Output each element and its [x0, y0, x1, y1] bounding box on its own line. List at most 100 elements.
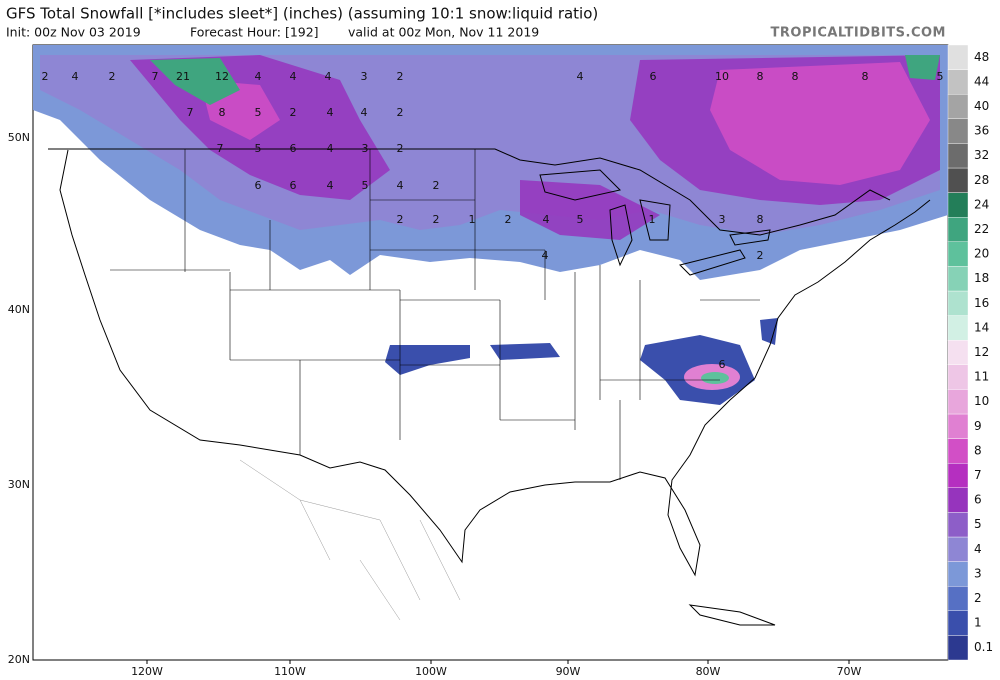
lon-label: 110W	[274, 665, 306, 678]
snow-amount-label: 8	[757, 213, 764, 226]
colorbar: 0.11234567891011121416182022242832364044…	[947, 44, 993, 661]
colorbar-label: 48	[974, 50, 989, 64]
snow-amount-label: 2	[433, 213, 440, 226]
colorbar-label: 11	[974, 370, 989, 384]
colorbar-label: 10	[974, 394, 989, 408]
lon-label: 100W	[415, 665, 447, 678]
colorbar-label: 18	[974, 271, 989, 285]
snow-amount-label: 4	[327, 106, 334, 119]
colorbar-band	[947, 69, 969, 95]
snow-amount-label: 5	[577, 213, 584, 226]
valid-time: valid at 00z Mon, Nov 11 2019	[348, 25, 539, 40]
snow-amount-label: 6	[255, 179, 262, 192]
snow-amount-label: 4	[542, 249, 549, 262]
snow-amount-label: 5	[255, 106, 262, 119]
snow-amount-label: 2	[505, 213, 512, 226]
snow-amount-label: 7	[187, 106, 194, 119]
colorbar-band	[947, 118, 969, 144]
colorbar-band	[947, 536, 969, 562]
map	[32, 44, 949, 661]
colorbar-band	[947, 561, 969, 587]
colorbar-label: 12	[974, 345, 989, 359]
snow-amount-label: 6	[719, 358, 726, 371]
colorbar-label: 1	[974, 616, 982, 630]
colorbar-band	[947, 315, 969, 341]
colorbar-band	[947, 364, 969, 390]
colorbar-label: 2	[974, 591, 982, 605]
snow-amount-label: 4	[325, 70, 332, 83]
colorbar-label: 14	[974, 320, 989, 334]
title: GFS Total Snowfall [*includes sleet*] (i…	[6, 5, 598, 23]
colorbar-label: 28	[974, 173, 989, 187]
mexico-states	[239, 459, 461, 621]
lon-label: 70W	[837, 665, 862, 678]
snow-amount-label: 2	[397, 142, 404, 155]
colorbar-band	[947, 635, 969, 661]
snow-amount-label: 8	[792, 70, 799, 83]
colorbar-label: 20	[974, 247, 989, 261]
lon-label: 80W	[696, 665, 721, 678]
brand: TROPICALTIDBITS.COM	[771, 26, 946, 41]
snow-amount-label: 3	[719, 213, 726, 226]
snow-amount-label: 2	[397, 213, 404, 226]
colorbar-band	[947, 413, 969, 439]
snow-nc-peak	[701, 372, 729, 384]
canada-border	[48, 148, 891, 236]
snow-magenta	[200, 62, 930, 185]
colorbar-label: 22	[974, 222, 989, 236]
forecast-hour: Forecast Hour: [192]	[190, 25, 319, 40]
colorbar-band	[947, 266, 969, 292]
snow-amount-label: 3	[361, 70, 368, 83]
snow-amount-label: 7	[152, 70, 159, 83]
lat-label: 50N	[8, 131, 30, 144]
snow-amount-label: 1	[649, 213, 656, 226]
snow-amount-label: 2	[109, 70, 116, 83]
lat-label: 30N	[8, 478, 30, 491]
snow-amount-label: 8	[219, 106, 226, 119]
colorbar-band	[947, 340, 969, 366]
snow-amount-label: 2	[397, 106, 404, 119]
snow-amount-label: 12	[215, 70, 229, 83]
lat-label: 20N	[8, 653, 30, 666]
colorbar-label: 3	[974, 566, 982, 580]
snow-amount-label: 4	[361, 106, 368, 119]
colorbar-label: 40	[974, 99, 989, 113]
colorbar-label: 6	[974, 493, 982, 507]
colorbar-band	[947, 93, 969, 119]
colorbar-label: 8	[974, 443, 982, 457]
snow-amount-label: 4	[543, 213, 550, 226]
snow-amount-label: 4	[255, 70, 262, 83]
snow-amount-label: 7	[217, 142, 224, 155]
colorbar-band	[947, 143, 969, 169]
cuba	[688, 604, 776, 626]
snow-amount-label: 8	[757, 70, 764, 83]
colorbar-band	[947, 487, 969, 513]
coastline	[59, 149, 931, 577]
colorbar-band	[947, 290, 969, 316]
colorbar-band	[947, 389, 969, 415]
snow-amount-label: 8	[862, 70, 869, 83]
snow-amount-label: 5	[255, 142, 262, 155]
snow-south	[385, 318, 778, 405]
snow-amount-label: 1	[469, 213, 476, 226]
great-lakes	[539, 169, 771, 276]
colorbar-label: 32	[974, 148, 989, 162]
colorbar-band	[947, 438, 969, 464]
snow-amount-label: 2	[290, 106, 297, 119]
colorbar-label: 5	[974, 517, 982, 531]
snow-amount-label: 2	[42, 70, 49, 83]
snow-amount-label: 2	[397, 70, 404, 83]
colorbar-band	[947, 463, 969, 489]
snow-amount-label: 21	[176, 70, 190, 83]
snow-amount-label: 5	[937, 70, 944, 83]
snow-amount-label: 4	[397, 179, 404, 192]
snow-amount-label: 6	[650, 70, 657, 83]
colorbar-band	[947, 610, 969, 636]
snow-amount-label: 6	[290, 179, 297, 192]
snow-amount-label: 6	[290, 142, 297, 155]
colorbar-label: 9	[974, 419, 982, 433]
snow-amount-label: 4	[327, 179, 334, 192]
snow-amount-label: 5	[362, 179, 369, 192]
